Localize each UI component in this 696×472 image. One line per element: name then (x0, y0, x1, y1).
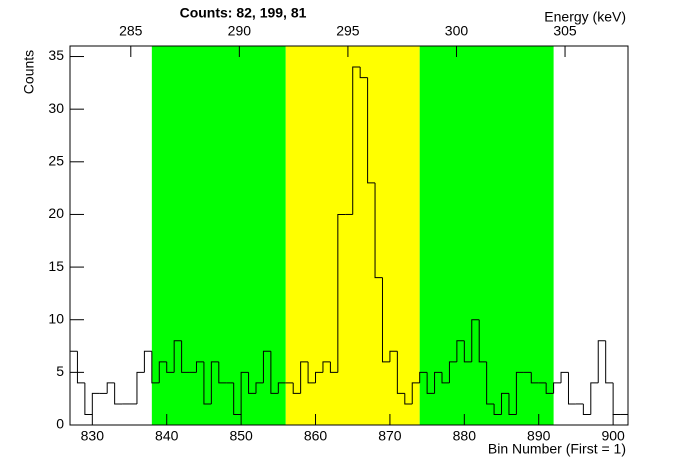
histogram-bin (478, 319, 487, 363)
y-tick-label: 10 (48, 310, 64, 326)
y-tick-label: 30 (48, 100, 64, 116)
histogram-bin (210, 361, 219, 404)
x2-tick-label: 300 (445, 23, 469, 39)
histogram-bin (84, 382, 93, 415)
histogram-bin (419, 371, 428, 383)
plot-frame (69, 45, 629, 426)
histogram-bin (553, 382, 562, 394)
histogram-bin (448, 361, 457, 383)
histogram-bin (515, 371, 524, 415)
histogram-bin (300, 361, 309, 394)
histogram-bin (597, 340, 606, 383)
histogram-bin (590, 382, 599, 415)
histogram-bin (337, 213, 346, 373)
histogram-bin (381, 277, 390, 363)
histogram-bin (240, 371, 249, 415)
histogram-bin (605, 340, 614, 384)
histogram-bin (203, 361, 212, 405)
histogram-bin (322, 361, 331, 373)
histogram-bin (143, 350, 152, 373)
histogram-bin (374, 182, 383, 279)
histogram-bin (434, 371, 442, 394)
histogram-bin (248, 372, 256, 394)
histogram-bin (136, 371, 145, 404)
histogram-bin (411, 382, 420, 404)
x2-tick-label: 285 (119, 23, 143, 39)
y-axis-label: Counts (21, 50, 37, 94)
chart-title: Counts: 82, 199, 81 (180, 5, 307, 21)
histogram-bin (486, 361, 495, 405)
histogram-bin (545, 382, 554, 394)
histogram-bin (560, 371, 569, 383)
histogram-bin (195, 361, 204, 373)
histogram-bin (158, 361, 167, 383)
histogram-bin (389, 350, 398, 362)
histogram-bin (359, 67, 368, 79)
histogram-bin (76, 351, 85, 384)
histogram-bin (69, 350, 78, 425)
histogram-bin (567, 372, 576, 405)
histogram-bin (493, 403, 502, 415)
histogram-bin (404, 393, 413, 405)
x-tick-label: 850 (229, 428, 253, 444)
y-tick-label: 25 (48, 153, 64, 169)
histogram-bin (151, 351, 160, 384)
y-tick-label: 15 (48, 258, 64, 274)
histogram-bin (91, 392, 100, 415)
x-tick-label: 900 (601, 428, 625, 444)
histogram-bin (315, 371, 323, 383)
histogram-bin (471, 319, 480, 362)
y-tick-label: 5 (56, 363, 64, 379)
histogram-bin (106, 382, 115, 394)
histogram-bin (114, 382, 123, 405)
x-tick-label: 830 (81, 428, 105, 444)
histogram-bin (277, 382, 286, 394)
histogram-bin (396, 351, 405, 394)
histogram-bin (612, 382, 621, 415)
histogram-bin (181, 340, 190, 373)
x-tick-label: 880 (453, 428, 477, 444)
histogram-bin (426, 372, 435, 394)
x2-tick-label: 305 (553, 23, 577, 39)
y-tick-label: 0 (56, 416, 64, 432)
histogram-bin (501, 392, 509, 415)
x-tick-label: 870 (378, 428, 402, 444)
histogram-bin (292, 382, 301, 394)
histogram-bin (582, 403, 591, 415)
histogram-bin (352, 66, 361, 215)
histogram-bin (530, 372, 539, 384)
histogram-bin (262, 350, 271, 383)
histogram-bin (173, 340, 182, 373)
x2-axis-label: Energy (keV) (544, 9, 626, 25)
x-tick-label: 840 (155, 428, 179, 444)
histogram-bin (441, 372, 450, 384)
x-axis-label: Bin Number (First = 1) (488, 441, 626, 457)
histogram-bin (218, 361, 227, 384)
histogram-bin (166, 361, 175, 373)
histogram-bin (255, 382, 264, 394)
histogram-bin (367, 77, 376, 184)
histogram-bin (233, 382, 242, 415)
y-tick-label: 20 (48, 205, 64, 221)
histogram-bin (508, 393, 517, 415)
x-tick-label: 860 (304, 428, 328, 444)
histogram-bin (270, 351, 279, 394)
histogram-bin (329, 361, 338, 373)
histogram-bin (456, 340, 465, 362)
x2-tick-label: 295 (336, 23, 360, 39)
x-tick-label: 890 (527, 428, 551, 444)
histogram-bin (307, 361, 316, 384)
x2-tick-label: 290 (228, 23, 252, 39)
y-tick-label: 35 (48, 47, 64, 63)
histogram-bin (463, 340, 472, 363)
